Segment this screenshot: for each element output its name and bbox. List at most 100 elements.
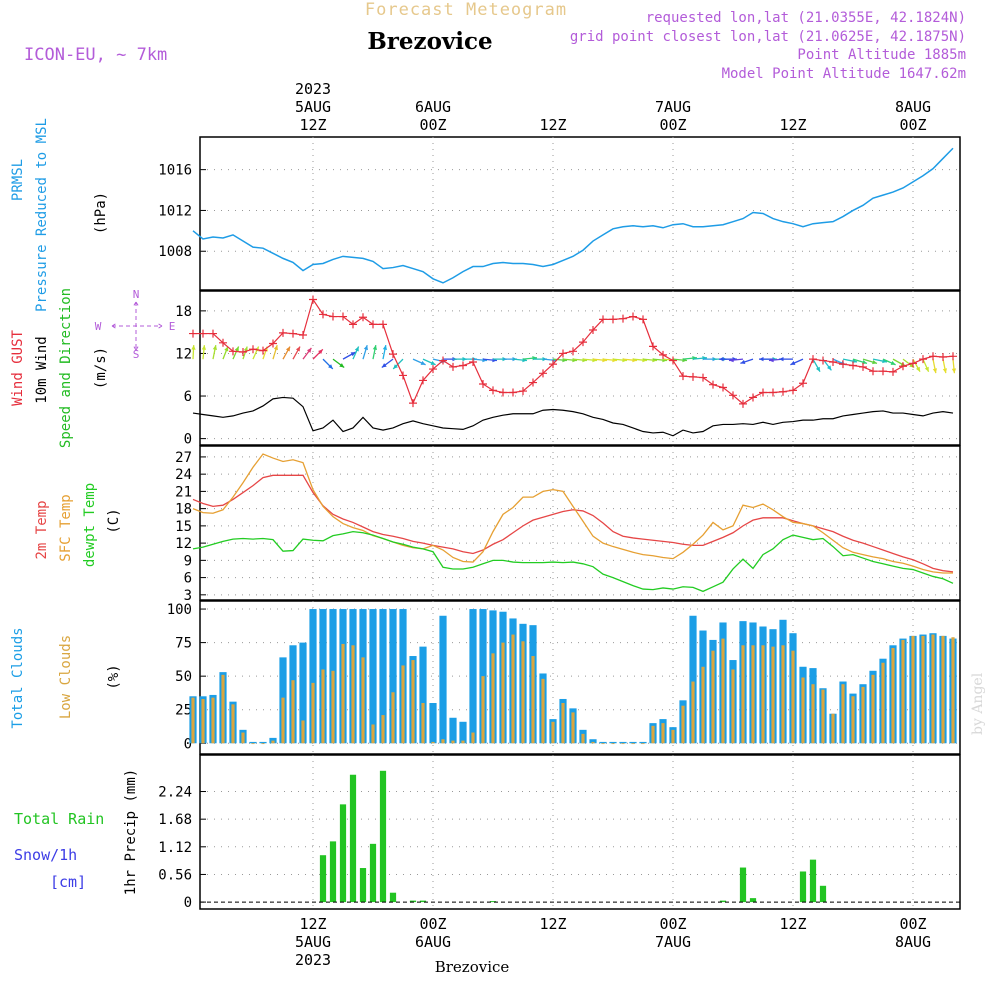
bar-rain <box>739 867 747 903</box>
gust-marker <box>619 314 627 323</box>
bar-low-clouds <box>571 712 575 744</box>
gust-marker <box>649 342 657 351</box>
gust-marker <box>359 313 367 322</box>
gust-marker <box>499 388 507 397</box>
panel-frame <box>199 600 961 755</box>
y-tick-label: 21 <box>175 484 192 500</box>
bar-low-clouds <box>401 665 405 744</box>
station-title: Brezovice <box>367 28 492 55</box>
gust-marker <box>929 352 937 361</box>
gust-marker <box>759 388 767 397</box>
bar-low-clouds <box>451 740 455 744</box>
gust-marker <box>369 320 377 329</box>
y-tick-label: 3 <box>184 588 192 604</box>
gust-marker <box>779 387 787 396</box>
bar-low-clouds <box>581 733 585 744</box>
bar-rain <box>319 855 327 903</box>
bottom-time-label: 6AUG <box>415 933 451 951</box>
ylabel-unit: (C) <box>106 508 122 533</box>
bar-low-clouds <box>691 681 695 744</box>
gust-marker <box>949 352 957 361</box>
gust-marker <box>419 376 427 385</box>
wind-dir-arrowhead <box>942 368 948 374</box>
bar-rain <box>329 841 337 903</box>
ylabel-line: SFC Temp <box>58 494 74 561</box>
bar-low-clouds <box>411 660 415 744</box>
bar-low-clouds <box>641 743 645 745</box>
gust-marker <box>479 379 487 388</box>
bar-low-clouds <box>551 721 555 744</box>
y-tick-label: 100 <box>167 602 192 618</box>
wind-dir-arrowhead <box>420 360 426 365</box>
gust-marker <box>679 372 687 381</box>
bar-total-clouds <box>309 609 317 744</box>
panel-frame <box>199 445 961 601</box>
bar-low-clouds <box>681 705 685 744</box>
gust-marker <box>819 356 827 365</box>
y-tick-label: 1.68 <box>158 812 192 828</box>
gust-marker <box>919 355 927 364</box>
gust-marker <box>199 329 207 338</box>
gust-marker <box>669 356 677 365</box>
gust-marker <box>509 388 517 397</box>
bar-low-clouds <box>791 650 795 744</box>
y-tick-label: 12 <box>175 536 192 552</box>
gust-marker <box>879 367 887 376</box>
gust-marker <box>289 329 297 338</box>
gust-marker <box>569 347 577 356</box>
footer-station: Brezovice <box>435 958 510 976</box>
wind-dir-arrowhead <box>212 345 218 350</box>
wind-dir-arrowhead <box>306 347 312 353</box>
bar-low-clouds <box>191 697 195 744</box>
bottom-time-label: 12Z <box>299 915 326 933</box>
bar-low-clouds <box>241 732 245 744</box>
y-tick-label: 25 <box>175 703 192 719</box>
bar-low-clouds <box>931 634 935 744</box>
bar-rain <box>349 774 357 903</box>
top-time-label: 6AUG <box>415 98 451 116</box>
y-tick-label: 9 <box>184 553 192 569</box>
bar-total-clouds <box>609 741 617 744</box>
ylabel-unit: (m/s) <box>93 347 109 389</box>
bar-rain <box>419 900 427 903</box>
bar-low-clouds <box>701 666 705 744</box>
top-time-label: 00Z <box>419 116 446 134</box>
gust-marker <box>519 387 527 396</box>
banner-title: Forecast Meteogram <box>365 0 567 20</box>
bar-rain <box>809 859 817 903</box>
wind-dir-arrowhead <box>430 360 436 365</box>
panel-frame <box>199 136 961 291</box>
series-line-2m-temp <box>192 474 954 573</box>
gust-marker <box>349 320 357 329</box>
y-tick-label: 27 <box>175 450 192 466</box>
bar-low-clouds <box>951 637 955 744</box>
gust-marker <box>259 346 267 355</box>
bar-rain <box>339 804 347 903</box>
bottom-time-label: 2023 <box>295 951 331 969</box>
bar-low-clouds <box>361 657 365 744</box>
bar-total-clouds <box>459 721 467 744</box>
bar-total-clouds <box>689 615 697 744</box>
bar-rain <box>359 868 367 903</box>
bar-low-clouds <box>711 650 715 744</box>
gust-marker <box>249 345 257 354</box>
y-tick-label: 0.56 <box>158 867 192 883</box>
bar-low-clouds <box>801 677 805 744</box>
gust-marker <box>849 361 857 370</box>
bar-low-clouds <box>441 739 445 744</box>
gust-marker <box>489 386 497 395</box>
ylabel-line: Low Clouds <box>58 635 74 719</box>
gust-marker <box>749 393 757 402</box>
bar-rain <box>379 770 387 903</box>
top-time-label: 12Z <box>539 116 566 134</box>
wind-dir-arrowhead <box>318 349 323 355</box>
y-tick-label: 24 <box>175 467 192 483</box>
top-time-label: 12Z <box>779 116 806 134</box>
top-time-label: 2023 <box>295 80 331 98</box>
bar-total-clouds <box>449 717 457 744</box>
wind-dir-arrowhead <box>924 366 929 372</box>
y-tick-label: 50 <box>175 669 192 685</box>
wind-dir-arrowhead <box>372 345 378 350</box>
